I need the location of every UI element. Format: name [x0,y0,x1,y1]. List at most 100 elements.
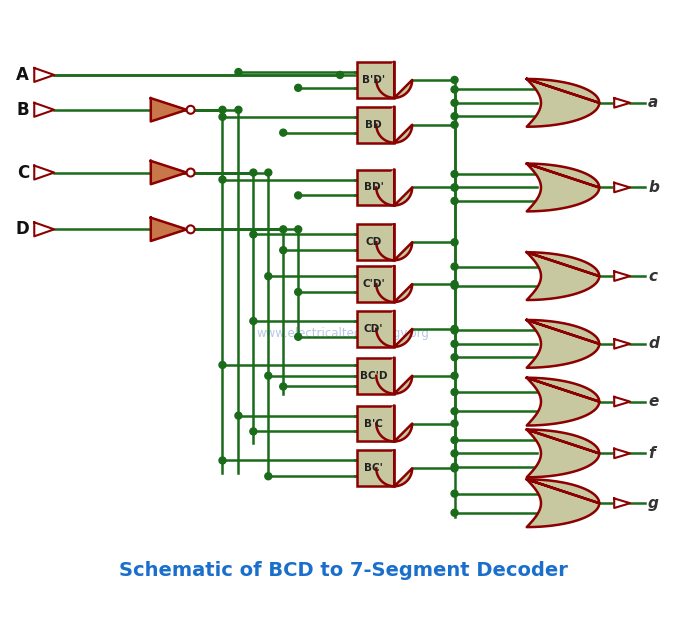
Circle shape [250,318,257,324]
Polygon shape [527,164,599,211]
Text: c: c [648,269,657,284]
Text: A: A [16,66,30,84]
Polygon shape [527,480,599,527]
Circle shape [187,169,194,177]
Text: f: f [648,446,655,461]
Polygon shape [527,430,599,477]
Circle shape [451,112,458,120]
Polygon shape [614,98,630,108]
Circle shape [280,226,286,233]
Circle shape [451,490,458,497]
Circle shape [451,509,458,516]
Polygon shape [614,449,630,458]
Circle shape [451,389,458,396]
Bar [357,224,394,260]
Circle shape [235,69,242,75]
Text: C'D': C'D' [362,279,385,289]
Polygon shape [376,62,412,98]
Text: D: D [16,221,30,239]
Circle shape [280,129,286,136]
Circle shape [451,184,458,191]
Text: g: g [648,496,659,510]
Circle shape [451,353,458,361]
Polygon shape [376,311,412,347]
Polygon shape [150,98,187,122]
Text: Schematic of BCD to 7-Segment Decoder: Schematic of BCD to 7-Segment Decoder [119,561,567,580]
Circle shape [451,239,458,246]
Bar [357,405,394,441]
Polygon shape [376,107,412,143]
Bar [357,266,394,302]
Circle shape [451,372,458,379]
Circle shape [451,420,458,427]
Circle shape [219,457,226,464]
Circle shape [264,169,272,176]
Circle shape [264,372,272,379]
Circle shape [280,247,286,253]
Circle shape [235,412,242,419]
Circle shape [451,281,458,287]
Circle shape [219,176,226,183]
Polygon shape [34,68,54,82]
Circle shape [219,362,226,368]
Polygon shape [376,266,412,302]
Polygon shape [34,222,54,236]
Text: B'D': B'D' [362,75,385,85]
Circle shape [451,197,458,205]
Circle shape [451,327,458,334]
Circle shape [451,263,458,270]
Circle shape [187,226,194,234]
Circle shape [250,169,257,176]
Circle shape [295,333,302,341]
Polygon shape [376,451,412,486]
Text: BD': BD' [364,182,383,192]
Text: B: B [16,101,30,119]
Circle shape [451,171,458,177]
Circle shape [451,465,458,472]
Text: a: a [648,95,658,111]
Polygon shape [527,378,599,426]
Circle shape [451,86,458,93]
Polygon shape [614,397,630,407]
Polygon shape [527,320,599,368]
Text: BC': BC' [364,464,383,473]
Circle shape [451,450,458,457]
Bar [357,451,394,486]
Circle shape [219,113,226,121]
Circle shape [337,72,344,78]
Circle shape [451,408,458,415]
Polygon shape [614,339,630,349]
Circle shape [451,436,458,444]
Bar [357,107,394,143]
Circle shape [451,326,458,332]
Polygon shape [376,224,412,260]
Circle shape [280,383,286,390]
Circle shape [451,282,458,289]
Bar [357,62,394,98]
Bar [357,311,394,347]
Text: www.electricaltechnology.org: www.electricaltechnology.org [256,328,429,341]
Circle shape [235,106,242,113]
Polygon shape [527,79,599,127]
Circle shape [451,184,458,191]
Text: BD: BD [365,120,382,130]
Polygon shape [34,166,54,179]
Circle shape [451,121,458,128]
Text: CD': CD' [364,324,383,334]
Circle shape [451,464,458,470]
Circle shape [250,231,257,238]
Polygon shape [376,358,412,394]
Text: CD: CD [365,237,382,247]
Bar [357,358,394,394]
Circle shape [264,273,272,280]
Polygon shape [34,103,54,117]
Polygon shape [150,161,187,184]
Text: b: b [648,180,659,195]
Circle shape [219,106,226,113]
Circle shape [295,226,302,233]
Polygon shape [614,271,630,281]
Circle shape [451,77,458,83]
Polygon shape [614,499,630,508]
Polygon shape [527,252,599,300]
Circle shape [264,473,272,480]
